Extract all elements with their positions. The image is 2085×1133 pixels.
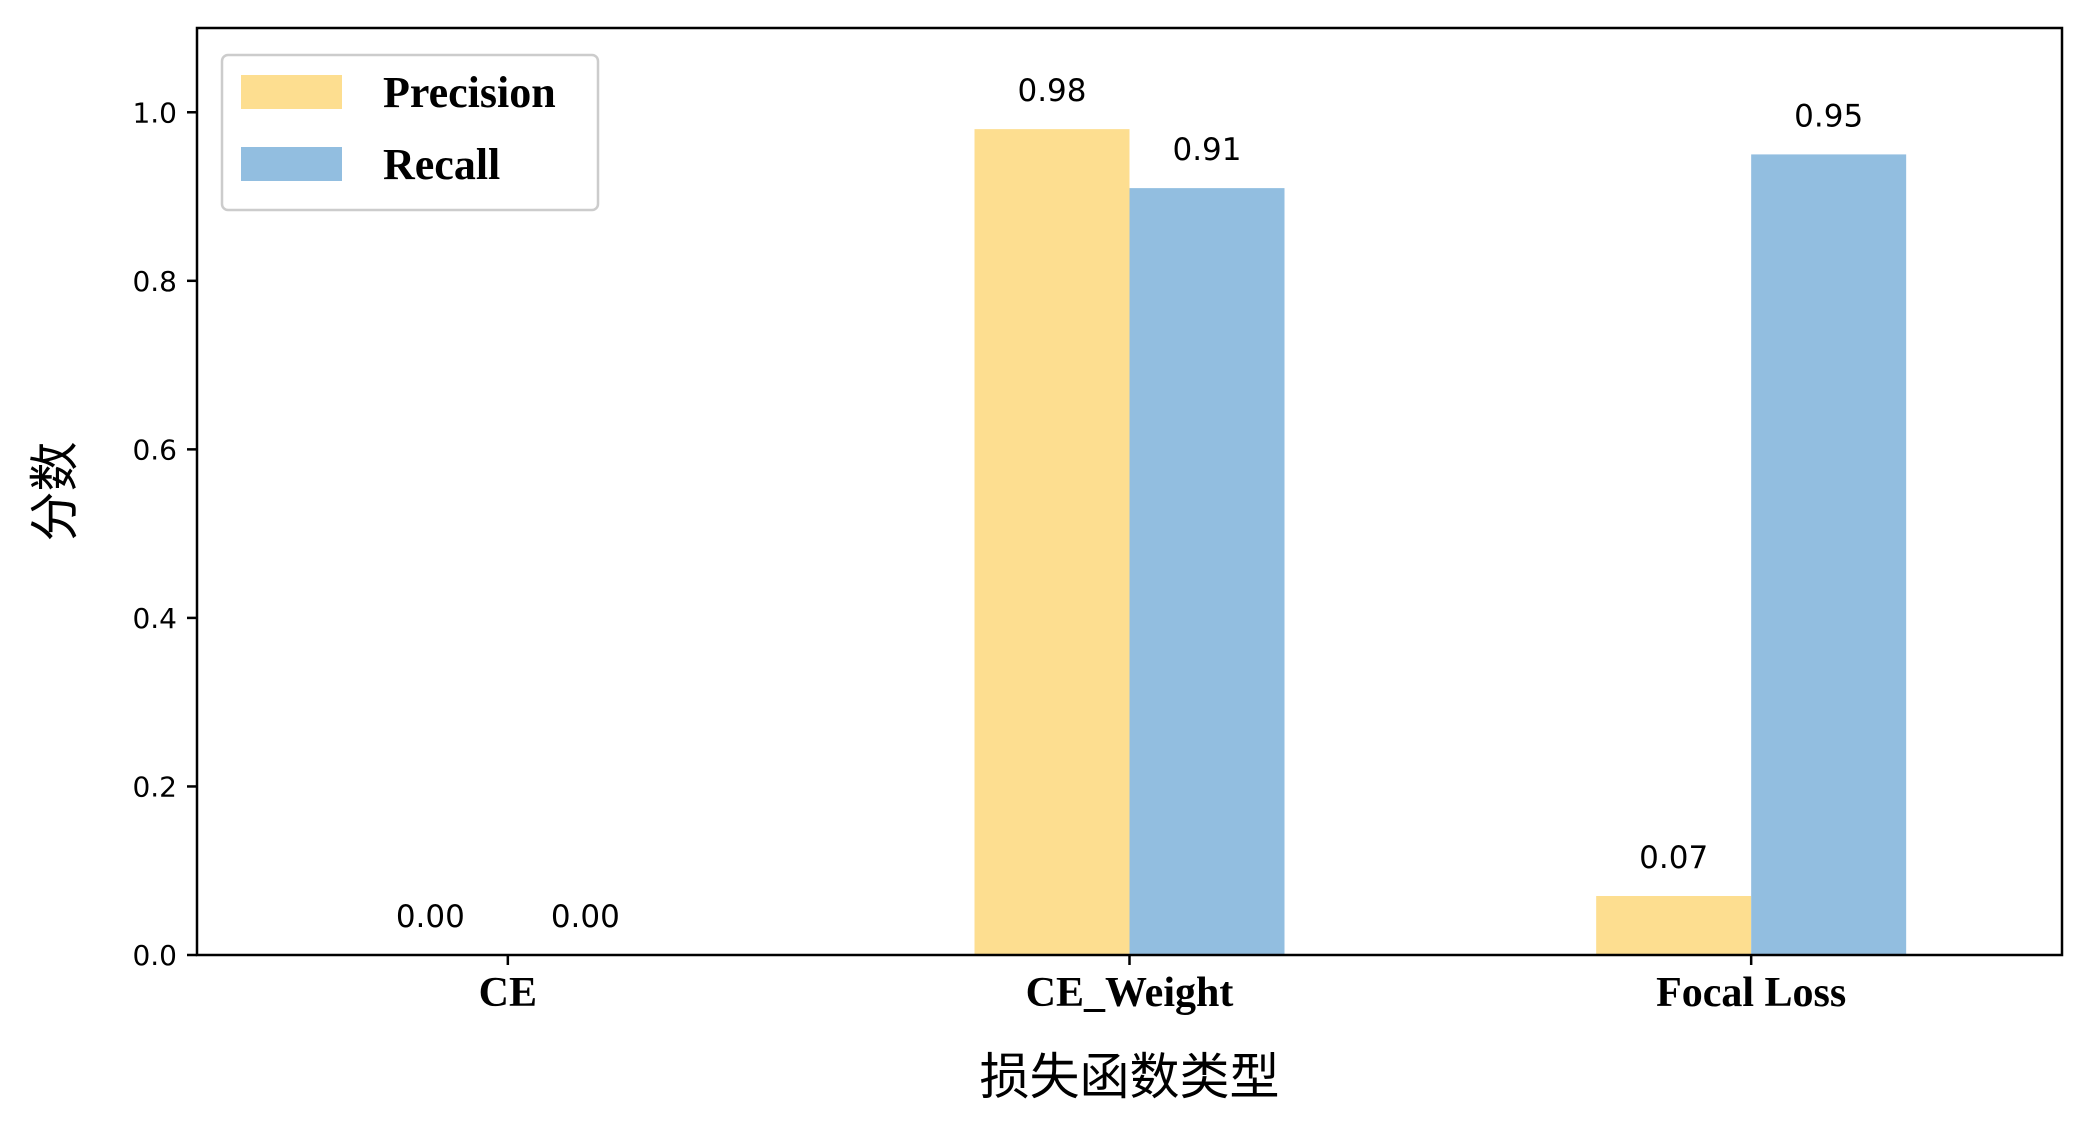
bar-value-labels: 0.00 0.00 0.98 0.91 0.07 0.95	[396, 73, 1863, 935]
bar-value-recall-2: 0.95	[1794, 98, 1863, 134]
bar-recall-2	[1751, 154, 1907, 956]
legend-label-precision: Precision	[383, 68, 556, 117]
legend-label-recall: Recall	[383, 140, 500, 189]
y-tick-label: 0.4	[132, 602, 177, 635]
bar-value-precision-0: 0.00	[396, 899, 465, 935]
legend-swatch-recall	[241, 147, 342, 181]
bar-value-recall-0: 0.00	[551, 899, 620, 935]
bar-value-precision-2: 0.07	[1639, 840, 1708, 876]
bar-recall-1	[1129, 188, 1285, 956]
bar-value-recall-1: 0.91	[1172, 132, 1241, 168]
y-tick-label: 1.0	[132, 96, 177, 129]
y-tick-label: 0.0	[132, 939, 177, 972]
x-axis-title: 损失函数类型	[980, 1048, 1280, 1106]
x-tick-label: Focal Loss	[1656, 970, 1846, 1016]
y-axis: 0.0 0.2 0.4 0.6 0.8 1.0	[132, 96, 197, 972]
bar-precision-2	[1596, 896, 1752, 955]
x-tick-label: CE_Weight	[1026, 970, 1234, 1016]
y-tick-label: 0.2	[132, 770, 177, 803]
y-tick-label: 0.6	[132, 433, 177, 466]
y-tick-label: 0.8	[132, 265, 177, 298]
x-tick-label: CE	[479, 970, 537, 1016]
y-axis-title: 分数	[26, 442, 84, 542]
bars-layer	[974, 129, 1907, 956]
legend: Precision Recall	[220, 53, 600, 212]
legend-swatch-precision	[241, 75, 342, 109]
bar-value-precision-1: 0.98	[1017, 73, 1086, 109]
x-axis: CE CE_Weight Focal Loss	[479, 955, 1846, 1016]
bar-precision-1	[974, 129, 1130, 956]
